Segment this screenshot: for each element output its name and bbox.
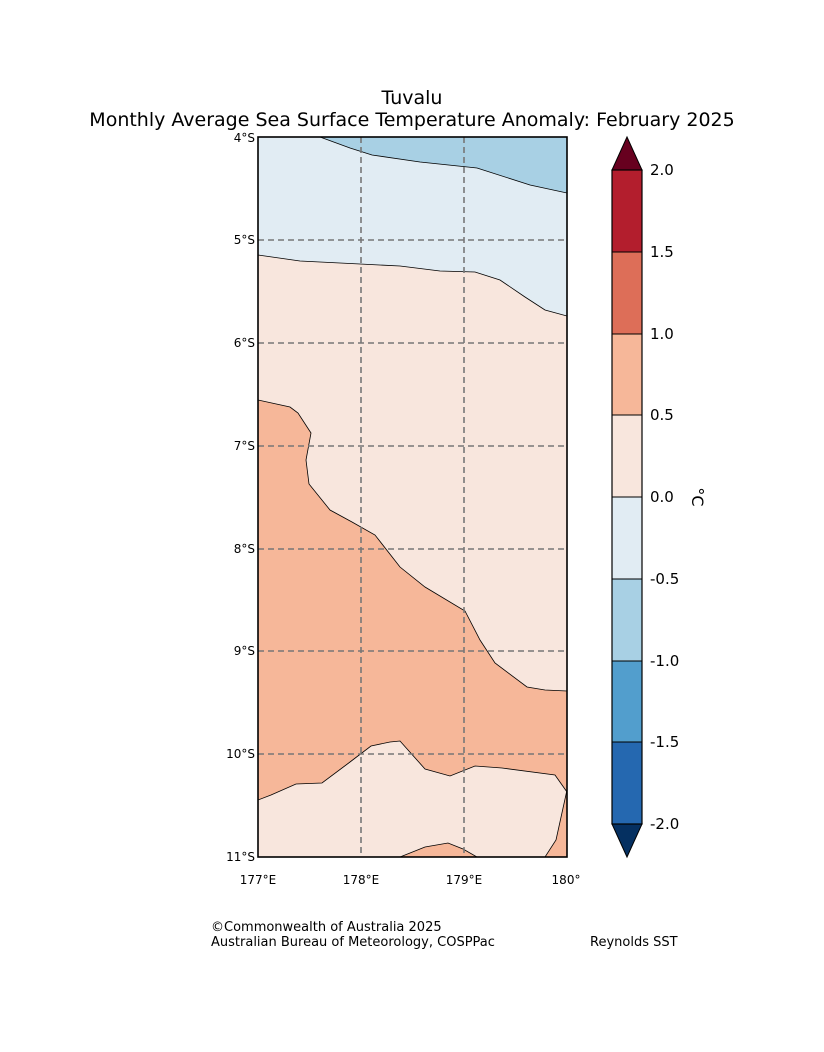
colorbar-bin-minus2.0-minus1.5 bbox=[612, 742, 642, 824]
lon-label-180: 180° bbox=[552, 873, 581, 887]
latitude-labels: 4°S 5°S 6°S 7°S 8°S 9°S 10°S 11°S bbox=[226, 131, 255, 864]
footer-agency: Australian Bureau of Meteorology, COSPPa… bbox=[211, 935, 495, 950]
map-title-region: Tuvalu bbox=[381, 87, 443, 109]
footer-copyright: ©Commonwealth of Australia 2025 bbox=[211, 920, 442, 935]
lat-label-9s: 9°S bbox=[234, 644, 255, 658]
longitude-labels: 177°E 178°E 179°E 180° bbox=[240, 873, 581, 887]
colorbar-bin-minus1.5-minus1.0 bbox=[612, 661, 642, 742]
region-southeast-sliver bbox=[544, 789, 567, 857]
lon-label-177e: 177°E bbox=[240, 873, 277, 887]
colorbar-tick-minus0.5: -0.5 bbox=[650, 570, 679, 588]
colorbar-bin-0.5-1.0 bbox=[612, 334, 642, 415]
colorbar-unit-label: °C bbox=[688, 487, 707, 506]
colorbar-bin-1.5-2.0 bbox=[612, 170, 642, 252]
colorbar-bin-minus1.0-minus0.5 bbox=[612, 579, 642, 661]
colorbar-dividers bbox=[612, 251, 642, 743]
lon-label-178e: 178°E bbox=[343, 873, 380, 887]
colorbar-under-extension bbox=[611, 823, 643, 859]
region-southwest-lobe bbox=[258, 399, 567, 801]
colorbar-tick-0.5: 0.5 bbox=[650, 406, 674, 424]
colorbar-frame bbox=[611, 169, 643, 825]
colorbar-tick-2.0: 2.0 bbox=[650, 161, 674, 179]
map-title-subtitle: Monthly Average Sea Surface Temperature … bbox=[89, 109, 735, 131]
lat-label-6s: 6°S bbox=[234, 336, 255, 350]
lat-label-4s: 4°S bbox=[234, 131, 255, 145]
colorbar-tick-minus1.5: -1.5 bbox=[650, 733, 679, 751]
colorbar-tick-1.0: 1.0 bbox=[650, 325, 674, 343]
colorbar-tick-minus1.0: -1.0 bbox=[650, 652, 679, 670]
lat-label-10s: 10°S bbox=[226, 747, 255, 761]
colorbar-bin-1.0-1.5 bbox=[612, 252, 642, 334]
lat-label-11s: 11°S bbox=[226, 850, 255, 864]
colorbar: 2.0 1.5 1.0 0.5 0.0 -0.5 -1.0 -1.5 -2.0 … bbox=[611, 135, 707, 859]
lon-label-179e: 179°E bbox=[446, 873, 483, 887]
lat-label-5s: 5°S bbox=[234, 233, 255, 247]
footer-data-source: Reynolds SST bbox=[590, 935, 678, 950]
lat-label-7s: 7°S bbox=[234, 439, 255, 453]
lat-label-8s: 8°S bbox=[234, 542, 255, 556]
map-frame bbox=[257, 136, 568, 858]
sst-anomaly-map bbox=[258, 137, 567, 857]
colorbar-tick-1.5: 1.5 bbox=[650, 243, 674, 261]
colorbar-bin-0.0-0.5 bbox=[612, 415, 642, 497]
colorbar-over-extension bbox=[611, 135, 643, 171]
gridlines bbox=[258, 137, 567, 857]
region-north-strip bbox=[319, 137, 567, 194]
colorbar-tick-0.0: 0.0 bbox=[650, 488, 674, 506]
colorbar-bin-minus0.5-0.0 bbox=[612, 497, 642, 579]
colorbar-tick-minus2.0: -2.0 bbox=[650, 815, 679, 833]
region-south-edge-bump bbox=[399, 842, 478, 857]
